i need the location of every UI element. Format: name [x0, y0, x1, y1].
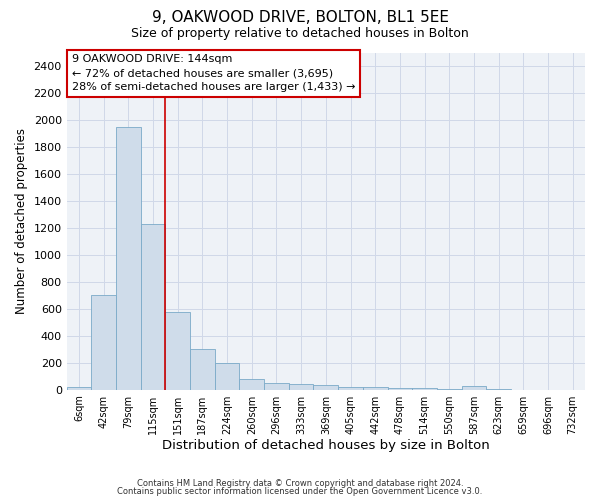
Bar [486, 389, 511, 390]
Bar [313, 385, 338, 390]
Bar [67, 387, 91, 390]
Text: Size of property relative to detached houses in Bolton: Size of property relative to detached ho… [131, 28, 469, 40]
Bar [461, 386, 486, 390]
Bar [437, 389, 461, 390]
Bar [190, 348, 215, 390]
Bar [116, 126, 141, 390]
Bar [91, 296, 116, 390]
Bar [338, 387, 363, 390]
Bar [412, 388, 437, 390]
Bar [141, 224, 166, 390]
Text: Contains HM Land Registry data © Crown copyright and database right 2024.: Contains HM Land Registry data © Crown c… [137, 478, 463, 488]
Bar [388, 388, 412, 390]
Text: 9, OAKWOOD DRIVE, BOLTON, BL1 5EE: 9, OAKWOOD DRIVE, BOLTON, BL1 5EE [151, 10, 449, 25]
X-axis label: Distribution of detached houses by size in Bolton: Distribution of detached houses by size … [162, 440, 490, 452]
Text: 9 OAKWOOD DRIVE: 144sqm
← 72% of detached houses are smaller (3,695)
28% of semi: 9 OAKWOOD DRIVE: 144sqm ← 72% of detache… [72, 54, 355, 92]
Bar [289, 384, 313, 390]
Bar [264, 383, 289, 390]
Text: Contains public sector information licensed under the Open Government Licence v3: Contains public sector information licen… [118, 487, 482, 496]
Bar [363, 387, 388, 390]
Bar [239, 379, 264, 390]
Bar [166, 312, 190, 390]
Y-axis label: Number of detached properties: Number of detached properties [15, 128, 28, 314]
Bar [215, 362, 239, 390]
